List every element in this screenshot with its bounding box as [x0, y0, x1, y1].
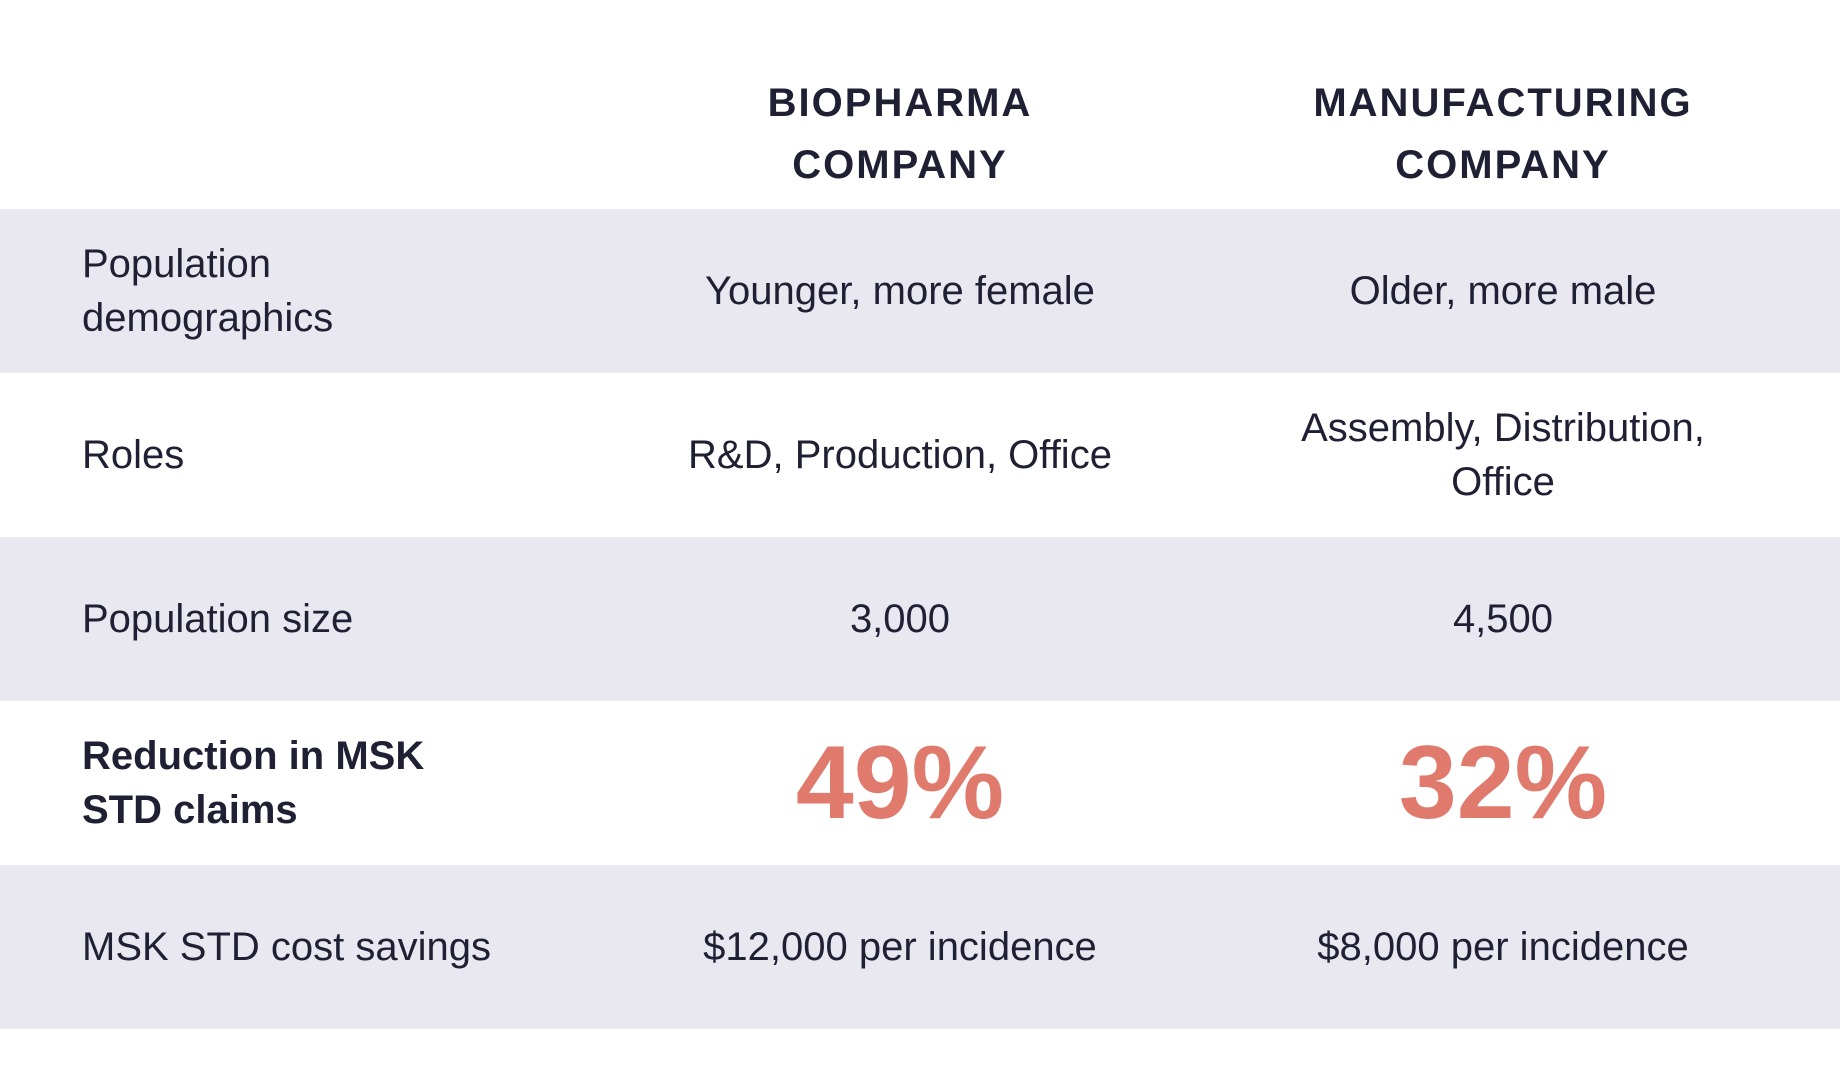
biopharma-value-text: Younger, more female: [705, 269, 1095, 313]
biopharma-value: 49%: [620, 701, 1180, 865]
table-row-msk-claims-reduction: Reduction in MSK STD claims 49% 32%: [0, 701, 1840, 865]
biopharma-value-text: 3,000: [849, 597, 951, 641]
row-label: Roles: [82, 373, 582, 537]
manufacturing-value-text: Assembly, Distribution, Office: [1301, 406, 1705, 504]
biopharma-value: 3,000: [620, 537, 1180, 701]
manufacturing-value: 4,500: [1223, 537, 1783, 701]
manufacturing-value-text: Older, more male: [1349, 269, 1657, 313]
biopharma-value: $12,000 per incidence: [620, 865, 1180, 1029]
row-label-text: Population size: [82, 597, 354, 641]
manufacturing-value: $8,000 per incidence: [1223, 865, 1783, 1029]
row-label: MSK STD cost savings: [82, 865, 582, 1029]
biopharma-reduction-percent: 49%: [795, 725, 1005, 841]
row-label-text: Reduction in MSK STD claims: [82, 734, 425, 832]
column-header-manufacturing: MANUFACTURING COMPANY: [1313, 81, 1693, 187]
row-label: Reduction in MSK STD claims: [82, 701, 582, 865]
column-header-biopharma: BIOPHARMA COMPANY: [767, 81, 1033, 187]
biopharma-value: Younger, more female: [620, 209, 1180, 373]
row-label-text: MSK STD cost savings: [82, 925, 492, 969]
manufacturing-value-text: $8,000 per incidence: [1317, 925, 1689, 969]
manufacturing-value: Older, more male: [1223, 209, 1783, 373]
table-header: BIOPHARMA COMPANY MANUFACTURING COMPANY: [0, 0, 1840, 209]
biopharma-value: R&D, Production, Office: [620, 373, 1180, 537]
manufacturing-value: Assembly, Distribution, Office: [1223, 373, 1783, 537]
table-row-population-size: Population size 3,000 4,500: [0, 537, 1840, 701]
row-label: Population size: [82, 537, 582, 701]
biopharma-value-text: R&D, Production, Office: [688, 433, 1112, 477]
table-row-population-demographics: Population demographics Younger, more fe…: [0, 209, 1840, 373]
biopharma-value-text: $12,000 per incidence: [703, 925, 1097, 969]
row-label: Population demographics: [82, 209, 582, 373]
table-row-roles: Roles R&D, Production, Office Assembly, …: [0, 373, 1840, 537]
manufacturing-value: 32%: [1223, 701, 1783, 865]
row-label-text: Roles: [82, 433, 185, 477]
row-label-text: Population demographics: [82, 242, 334, 340]
manufacturing-value-text: 4,500: [1452, 597, 1554, 641]
manufacturing-reduction-percent: 32%: [1398, 725, 1608, 841]
table-row-cost-savings: MSK STD cost savings $12,000 per inciden…: [0, 865, 1840, 1029]
